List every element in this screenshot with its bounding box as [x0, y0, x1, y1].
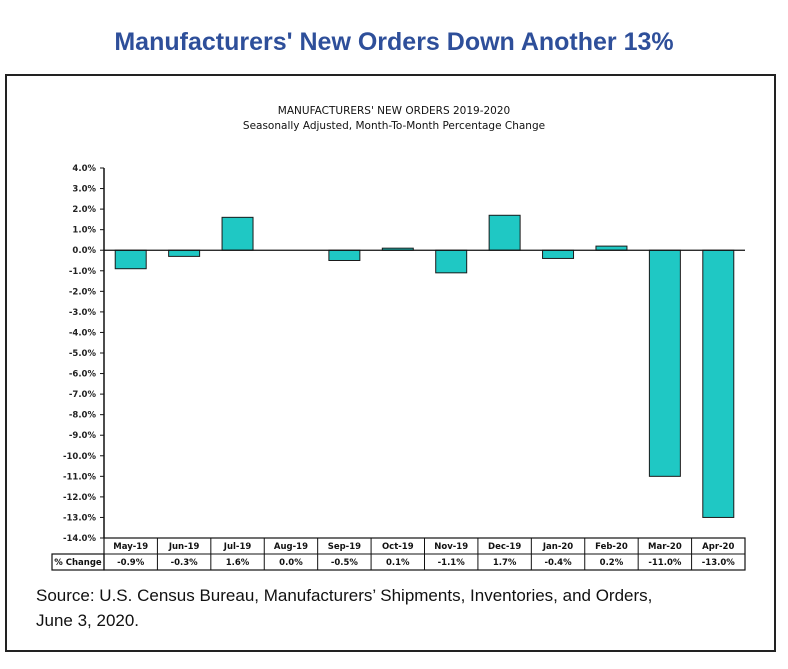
table-value: -13.0% — [702, 558, 735, 568]
y-tick-label: -11.0% — [63, 472, 96, 482]
y-tick-label: -6.0% — [69, 370, 97, 380]
x-tick-label: Aug-19 — [274, 542, 308, 552]
bar-may-19 — [114, 249, 147, 270]
y-tick-label: 3.0% — [72, 185, 96, 195]
table-value: -11.0% — [648, 558, 681, 568]
table-value: 0.2% — [600, 558, 624, 568]
table-row-label: % Change — [54, 558, 102, 568]
table-value: -0.9% — [117, 558, 145, 568]
table-value: 1.6% — [226, 558, 250, 568]
y-tick-label: -12.0% — [63, 493, 96, 503]
source-line-1: Source: U.S. Census Bureau, Manufacturer… — [36, 586, 653, 605]
table-value: 1.7% — [493, 558, 517, 568]
x-tick-label: Jul-19 — [223, 542, 252, 552]
y-tick-label: -13.0% — [63, 513, 96, 523]
x-tick-label: Jun-19 — [168, 542, 200, 552]
x-tick-label: Sep-19 — [328, 542, 361, 552]
table-value: 0.0% — [279, 558, 303, 568]
x-tick-label: Nov-19 — [434, 542, 468, 552]
x-tick-label: Feb-20 — [595, 542, 628, 552]
bar-sep-19 — [328, 249, 361, 262]
bar-jun-19 — [168, 249, 201, 257]
x-tick-label: May-19 — [113, 542, 148, 552]
y-tick-label: -7.0% — [69, 390, 97, 400]
y-tick-label: 4.0% — [72, 164, 96, 174]
y-tick-label: -1.0% — [69, 267, 97, 277]
y-tick-label: -2.0% — [69, 287, 97, 297]
chart-title: MANUFACTURERS' NEW ORDERS 2019-2020 — [277, 105, 511, 117]
x-tick-label: Apr-20 — [702, 542, 734, 552]
chart-subtitle: Seasonally Adjusted, Month-To-Month Perc… — [242, 120, 546, 132]
y-tick-label: 1.0% — [72, 226, 96, 236]
chart-frame — [5, 74, 776, 652]
table-value: -0.3% — [171, 558, 199, 568]
table-value: -1.1% — [438, 558, 466, 568]
table-value: -0.4% — [544, 558, 572, 568]
table-value: -0.5% — [331, 558, 359, 568]
x-tick-label: Jan-20 — [542, 542, 573, 552]
bar-jul-19 — [221, 216, 254, 251]
y-tick-label: -4.0% — [69, 328, 97, 338]
y-tick-label: -8.0% — [69, 411, 97, 421]
y-tick-label: -5.0% — [69, 349, 97, 359]
source-note: Source: U.S. Census Bureau, Manufacturer… — [36, 583, 652, 633]
bar-apr-20 — [702, 249, 735, 518]
headline: Manufacturers' New Orders Down Another 1… — [114, 28, 674, 56]
y-tick-label: -14.0% — [63, 534, 96, 544]
y-tick-label: -10.0% — [63, 452, 96, 462]
x-tick-label: Dec-19 — [488, 542, 521, 552]
bar-nov-19 — [435, 249, 468, 274]
y-tick-label: -9.0% — [69, 431, 97, 441]
bar-dec-19 — [488, 214, 521, 251]
source-line-2: June 3, 2020. — [36, 611, 140, 630]
x-tick-label: Mar-20 — [648, 542, 682, 552]
y-tick-label: 0.0% — [72, 246, 96, 256]
bar-mar-20 — [648, 249, 681, 477]
y-tick-label: -3.0% — [69, 308, 97, 318]
x-tick-label: Oct-19 — [382, 542, 414, 552]
table-value: 0.1% — [386, 558, 410, 568]
table-row-label-cell — [51, 553, 105, 571]
bar-jan-20 — [542, 249, 575, 259]
y-tick-label: 2.0% — [72, 205, 96, 215]
bar-feb-20 — [595, 245, 628, 251]
